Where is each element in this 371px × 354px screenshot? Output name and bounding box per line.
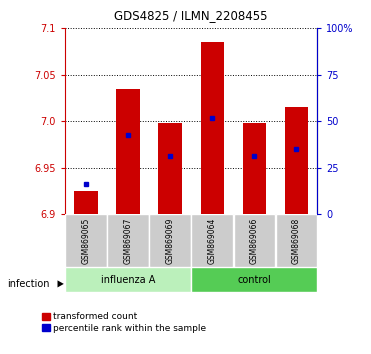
Text: GSM869065: GSM869065 (82, 217, 91, 264)
Text: GSM869064: GSM869064 (208, 217, 217, 264)
Bar (200, 42, 224, 214)
Bar (158, 123, 181, 214)
Bar (243, 123, 266, 214)
Text: GDS4825 / ILMN_2208455: GDS4825 / ILMN_2208455 (114, 9, 268, 22)
Text: GSM869066: GSM869066 (250, 217, 259, 264)
Bar (65, 214, 106, 267)
Bar (74, 191, 98, 214)
Bar (276, 214, 317, 267)
Text: influenza A: influenza A (101, 275, 155, 285)
Text: infection: infection (7, 279, 50, 289)
Text: control: control (237, 275, 271, 285)
Bar (191, 267, 317, 292)
Bar (233, 214, 275, 267)
Bar (191, 214, 233, 267)
Polygon shape (58, 280, 64, 287)
Bar (150, 214, 191, 267)
Text: GSM869068: GSM869068 (292, 218, 301, 264)
Bar (107, 214, 149, 267)
Bar (285, 107, 308, 214)
Text: GSM869067: GSM869067 (124, 217, 132, 264)
Text: GSM869069: GSM869069 (165, 217, 174, 264)
Bar (65, 267, 191, 292)
Bar (116, 89, 139, 214)
Legend: transformed count, percentile rank within the sample: transformed count, percentile rank withi… (42, 313, 207, 333)
